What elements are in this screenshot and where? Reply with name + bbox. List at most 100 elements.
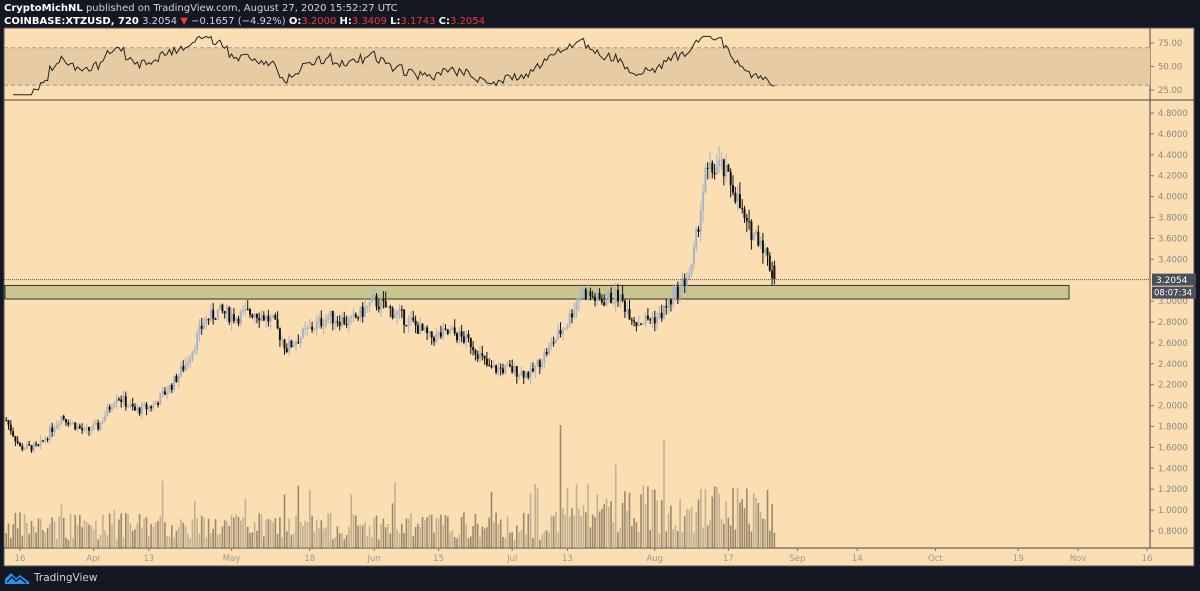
candle-body — [258, 317, 261, 321]
candle-body — [564, 328, 567, 330]
candle-body — [134, 406, 136, 411]
candle-body — [159, 393, 162, 405]
volume-bar — [417, 523, 419, 548]
candle-body — [704, 167, 707, 193]
volume-bar — [522, 512, 525, 548]
candle-body — [320, 317, 323, 327]
candle-body — [81, 428, 84, 431]
volume-bar — [157, 521, 159, 548]
candle-body — [278, 328, 281, 341]
volume-bar — [612, 522, 615, 548]
candle-body — [138, 407, 141, 414]
volume-bar — [421, 517, 424, 548]
volume-bar — [283, 494, 286, 548]
candle-body — [173, 376, 176, 390]
candle-body — [147, 406, 150, 410]
time-tick-label: 17 — [723, 554, 734, 564]
volume-bar — [624, 491, 626, 548]
volume-bar — [46, 527, 49, 548]
volume-bar — [14, 512, 17, 548]
candle-body — [619, 294, 622, 302]
volume-bar — [610, 501, 612, 548]
volume-bar — [493, 522, 495, 548]
volume-bar — [693, 532, 695, 548]
candle-body — [76, 426, 79, 430]
candle-body — [483, 355, 486, 359]
candle-body — [387, 306, 389, 308]
volume-bar — [614, 464, 617, 548]
volume-bar — [637, 532, 640, 548]
volume-bar — [106, 535, 109, 548]
candle-body — [727, 164, 730, 172]
candle-body — [207, 318, 210, 321]
candle-body — [580, 292, 583, 299]
volume-bars — [5, 425, 776, 548]
volume-bar — [499, 519, 502, 548]
candle-body — [734, 192, 737, 202]
volume-bar — [306, 522, 309, 548]
volume-bar — [350, 494, 352, 548]
change: −0.1657 (−4.92%) — [191, 16, 286, 27]
volume-bar — [755, 497, 757, 548]
volume-bar — [191, 519, 194, 548]
candle-body — [58, 423, 61, 425]
candle-body — [469, 337, 472, 348]
volume-bar — [670, 505, 672, 548]
candle-body — [444, 328, 447, 330]
price-tick-label: 1.0000 — [1158, 506, 1188, 516]
candle-body — [299, 337, 302, 344]
volume-bar — [42, 529, 44, 548]
volume-bar — [10, 537, 12, 548]
volume-bar — [697, 499, 700, 548]
candle-body — [403, 309, 406, 326]
candle-body — [108, 406, 111, 410]
volume-bar — [138, 514, 141, 548]
candle-body — [706, 167, 709, 169]
candle-body — [274, 314, 277, 320]
volume-bar — [654, 489, 656, 548]
price-chart[interactable]: 4.8000 4.6000 4.4000 4.2000 4.0000 3.8000 3.60… — [0, 0, 1200, 570]
candle-body — [131, 403, 134, 407]
high-label: H: — [339, 16, 352, 27]
volume-bar — [571, 508, 573, 548]
volume-bar — [474, 513, 477, 548]
low-label: L: — [390, 16, 401, 27]
volume-bar — [706, 525, 709, 548]
candle-body — [761, 240, 764, 254]
volume-bar — [329, 512, 332, 548]
candle-body — [200, 325, 203, 329]
volume-bar — [603, 504, 605, 548]
volume-bar — [35, 532, 37, 548]
volume-bar — [649, 530, 651, 548]
volume-bar — [214, 519, 217, 548]
candle-body — [568, 313, 571, 326]
candle-body — [506, 364, 509, 366]
candle-body — [189, 358, 192, 363]
volume-bar — [184, 526, 187, 548]
candle-body — [752, 233, 755, 241]
volume-bar — [626, 510, 628, 548]
price-tick-label: 1.8000 — [1158, 423, 1188, 433]
volume-bar — [762, 518, 764, 548]
volume-bar — [373, 517, 375, 548]
volume-bar — [389, 533, 392, 548]
volume-bar — [451, 530, 454, 548]
author[interactable]: CryptoMichNL — [4, 3, 83, 14]
candle-body — [28, 444, 31, 446]
last-price-badge — [1152, 273, 1196, 286]
time-tick-label: Apr — [86, 554, 101, 564]
candle-body — [359, 306, 362, 318]
volume-bar — [718, 494, 720, 548]
volume-bar — [26, 523, 28, 548]
volume-bar — [647, 486, 649, 548]
volume-bar — [752, 493, 755, 548]
volume-bar — [368, 526, 371, 548]
candle-body — [226, 307, 228, 314]
candle-body — [437, 332, 440, 334]
brand[interactable]: TradingView — [34, 572, 98, 584]
candle-body — [74, 422, 77, 430]
volume-bar — [391, 503, 394, 548]
price-tick-label: 1.2000 — [1158, 485, 1188, 495]
volume-bar — [263, 536, 265, 548]
volume-bar — [205, 537, 208, 548]
